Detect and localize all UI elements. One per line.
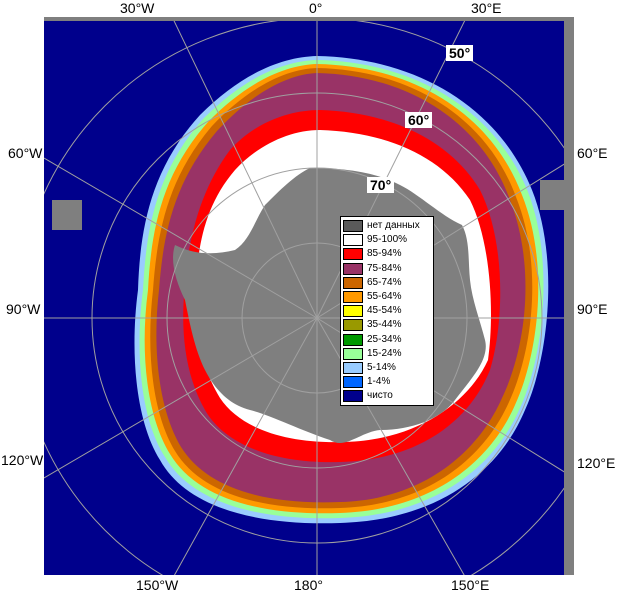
legend-item: 75-84%	[343, 262, 431, 276]
lon-label-30w: 30°W	[120, 0, 155, 16]
lon-label-60w: 60°W	[8, 145, 43, 161]
legend-label: нет данных	[367, 220, 420, 232]
legend-swatch	[343, 220, 363, 233]
lat-label-50: 50°	[446, 45, 474, 61]
legend-item: 65-74%	[343, 276, 431, 290]
legend-label: 15-24%	[367, 347, 402, 359]
sea-ice-map	[44, 21, 564, 575]
legend-label: 55-64%	[367, 291, 402, 303]
lon-label-90w: 90°W	[6, 301, 41, 317]
legend-swatch	[343, 291, 363, 304]
legend-swatch	[343, 305, 363, 318]
lon-label-120w: 120°W	[1, 452, 44, 468]
legend-item: 55-64%	[343, 290, 431, 304]
legend: нет данных 95-100% 85-94% 75-84% 65-74% 55-64…	[340, 216, 434, 407]
legend-label: 5-14%	[367, 361, 396, 373]
lat-label-70: 70°	[367, 177, 395, 193]
legend-label: 75-84%	[367, 262, 402, 274]
land-patch-east	[540, 180, 564, 210]
legend-item: 1-4%	[343, 375, 431, 389]
legend-swatch	[343, 262, 363, 275]
lat-label-60: 60°	[405, 112, 433, 128]
legend-label: 35-44%	[367, 319, 402, 331]
legend-swatch	[343, 248, 363, 261]
legend-swatch	[343, 333, 363, 346]
legend-swatch	[343, 319, 363, 332]
legend-label: 95-100%	[367, 234, 408, 246]
lon-label-180: 180°	[294, 577, 323, 593]
map-frame	[44, 17, 574, 575]
legend-item: нет данных	[343, 219, 431, 233]
legend-item: чисто	[343, 389, 431, 403]
legend-label: 65-74%	[367, 276, 402, 288]
legend-item: 85-94%	[343, 247, 431, 261]
lon-label-150e: 150°E	[451, 577, 490, 593]
legend-label: 85-94%	[367, 248, 402, 260]
legend-swatch	[343, 347, 363, 360]
lon-label-120e: 120°E	[577, 455, 616, 471]
lon-label-30e: 30°E	[471, 0, 502, 16]
legend-swatch	[343, 390, 363, 403]
lon-label-0: 0°	[309, 0, 323, 16]
legend-label: 1-4%	[367, 376, 391, 388]
lon-label-60e: 60°E	[577, 145, 608, 161]
legend-swatch	[343, 361, 363, 374]
legend-label: 45-54%	[367, 305, 402, 317]
legend-swatch	[343, 276, 363, 289]
legend-swatch	[343, 234, 363, 247]
legend-item: 35-44%	[343, 318, 431, 332]
legend-item: 5-14%	[343, 361, 431, 375]
legend-label: 25-34%	[367, 333, 402, 345]
legend-item: 25-34%	[343, 333, 431, 347]
legend-item: 95-100%	[343, 233, 431, 247]
legend-item: 45-54%	[343, 304, 431, 318]
lon-label-150w: 150°W	[136, 577, 179, 593]
legend-swatch	[343, 376, 363, 389]
legend-item: 15-24%	[343, 347, 431, 361]
lon-label-90e: 90°E	[577, 301, 608, 317]
legend-label: чисто	[367, 390, 393, 402]
land-patch-west	[52, 200, 82, 230]
